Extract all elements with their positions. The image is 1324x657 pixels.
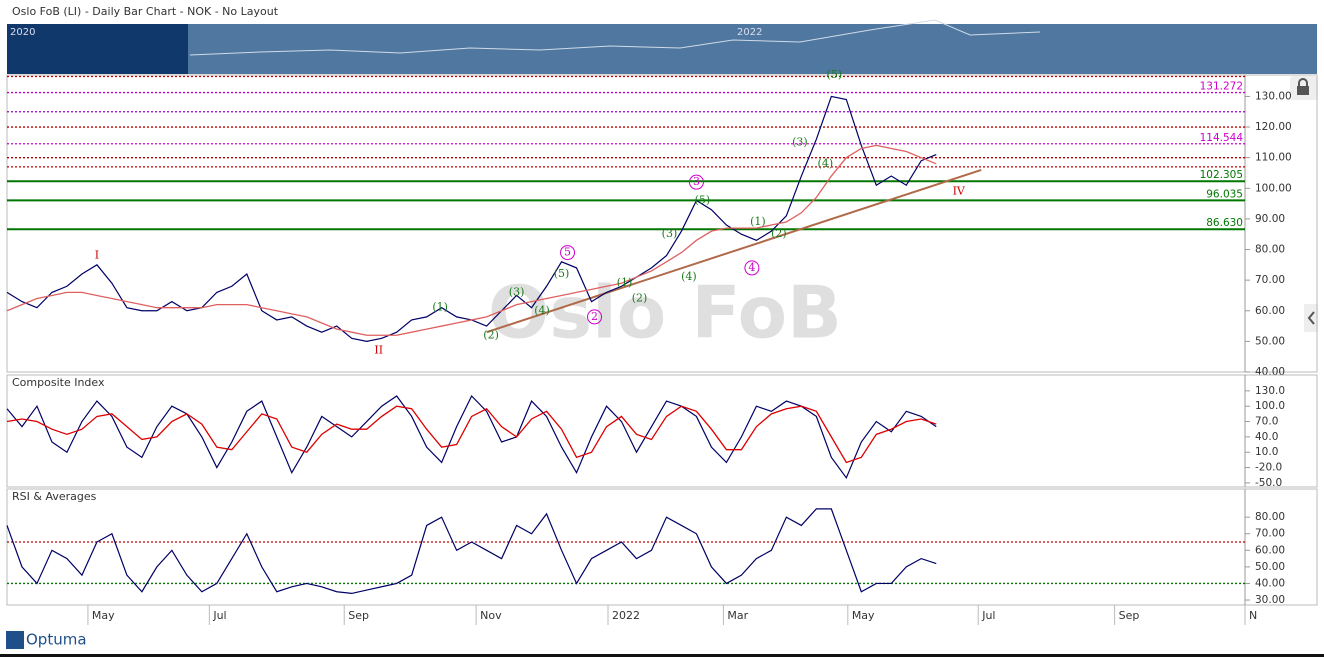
x-tick-label: Nov [480,609,502,622]
x-tick-label: N [1249,609,1257,622]
x-tick-label: Sep [348,609,369,622]
series-line [6,394,937,480]
wave-label: (5) [695,194,711,207]
wave-label: (3) [662,227,678,240]
y-tick-label: 70.00 [1255,528,1285,540]
wave-label: (2) [771,227,787,240]
x-tick-label: Mar [727,609,748,622]
bottom-bar [0,654,1324,657]
y-tick-label: 130.0 [1255,385,1285,397]
x-tick-label: Sep [1119,609,1140,622]
navigator-label: 2022 [737,27,762,38]
y-tick-label: 80.00 [1255,511,1285,523]
y-tick-label: 40.0 [1255,431,1278,443]
y-tick-label: 130.00 [1255,90,1292,102]
navigator-label: 2020 [10,27,35,38]
wave-label: (2) [632,292,648,305]
series-line [6,508,937,595]
wave-label: (5) [827,68,843,81]
series-line [6,405,937,464]
y-tick-label: -50.0 [1255,477,1282,489]
wave-label: (4) [818,157,834,170]
chart-title: Oslo FoB (LI) - Daily Bar Chart - NOK - … [12,5,279,18]
wave-label: (1) [432,301,448,314]
panel-frame [6,374,1318,488]
annotation-circle [744,260,760,276]
x-tick-label: Jul [981,609,995,622]
wave-label: 3 [693,175,700,188]
logo: Optuma [26,631,87,649]
panel-frame [6,74,1318,373]
y-tick-label: 50.00 [1255,561,1285,573]
y-tick-label: 50.00 [1255,335,1285,347]
y-tick-label: 80.00 [1255,244,1285,256]
navigator-line [189,19,1041,56]
annotation-circle [688,174,704,190]
wave-label: 4 [748,261,755,274]
lock-icon [1298,78,1308,86]
wave-label: (1) [617,276,633,289]
series-line [6,144,937,336]
y-tick-label: 30.00 [1255,594,1285,606]
wave-label: (4) [534,304,550,317]
side-toggle-icon [1307,311,1315,325]
y-tick-label: 60.00 [1255,305,1285,317]
navigator-window[interactable] [7,24,188,74]
x-tick-label: May [852,609,875,622]
level-label: 131.272 [1200,81,1243,93]
y-tick-label: 70.00 [1255,274,1285,286]
y-tick-label: 120.00 [1255,121,1292,133]
level-label: 86.630 [1206,217,1243,229]
x-tick-label: 2022 [612,609,640,622]
wave-label: 2 [591,310,598,323]
x-tick-label: Jul [212,609,226,622]
logo-icon [6,631,24,649]
level-label: 102.305 [1200,169,1243,181]
y-tick-label: 90.00 [1255,213,1285,225]
annotation-circle [560,245,576,261]
level-label: 114.544 [1200,132,1244,144]
panel-title: RSI & Averages [12,490,97,503]
panel-frame [6,488,1318,606]
wave-label: (5) [554,267,570,280]
wave-label: (3) [509,285,525,298]
y-tick-label: 110.00 [1255,152,1292,164]
wave-label: I [95,249,99,262]
annotation-circle [587,309,603,325]
y-tick-label: 100.00 [1255,182,1292,194]
wave-label: (3) [792,135,808,148]
wave-label: II [374,344,383,357]
wave-label: 5 [564,246,571,259]
y-tick-label: 70.0 [1255,416,1278,428]
y-tick-label: 60.00 [1255,544,1285,556]
wave-label: (2) [483,328,499,341]
side-toggle[interactable] [1304,304,1318,332]
navigator[interactable] [7,24,1317,74]
lock-icon [1297,86,1309,95]
y-tick-label: 100.0 [1255,400,1285,412]
wave-label: IV [953,184,966,197]
trend-line [486,168,982,334]
level-label: 96.035 [1206,188,1243,200]
y-tick-label: 40.00 [1255,366,1285,378]
y-tick-label: -20.0 [1255,462,1282,474]
wave-label: (1) [750,215,766,228]
x-tick-label: May [92,609,115,622]
panel-title: Composite Index [12,376,105,389]
y-tick-label: 40.00 [1255,577,1285,589]
y-tick-label: 10.0 [1255,446,1278,458]
wave-label: (4) [681,270,697,283]
